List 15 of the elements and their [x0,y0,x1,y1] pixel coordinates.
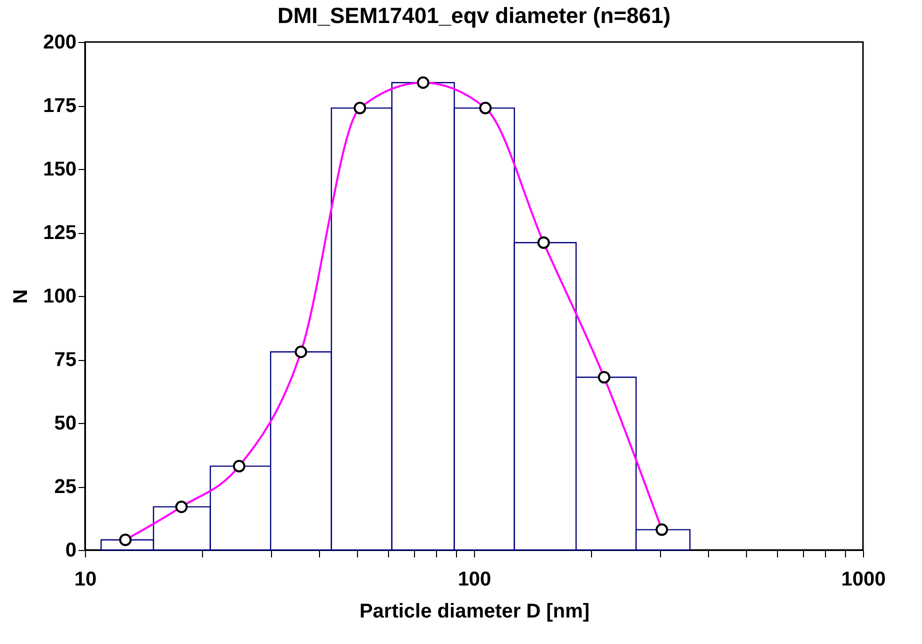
chart-title: DMI_SEM17401_eqv diameter (n=861) [277,3,671,28]
y-tick-label: 175 [43,95,76,117]
x-axis-title: Particle diameter D [nm] [359,600,590,622]
y-tick-label: 100 [43,286,76,308]
y-axis-title: N [10,289,32,304]
y-tick-label: 0 [65,540,76,562]
y-tick-label: 25 [54,476,76,498]
y-tick-label: 200 [43,32,76,54]
x-tick-label: 1000 [841,568,886,590]
x-tick-label: 100 [458,568,492,590]
y-tick-label: 150 [43,158,76,180]
y-tick-label: 125 [43,222,76,244]
y-tick-label: 75 [54,349,76,371]
x-tick-label: 10 [74,568,97,590]
y-tick-label: 50 [54,412,76,434]
